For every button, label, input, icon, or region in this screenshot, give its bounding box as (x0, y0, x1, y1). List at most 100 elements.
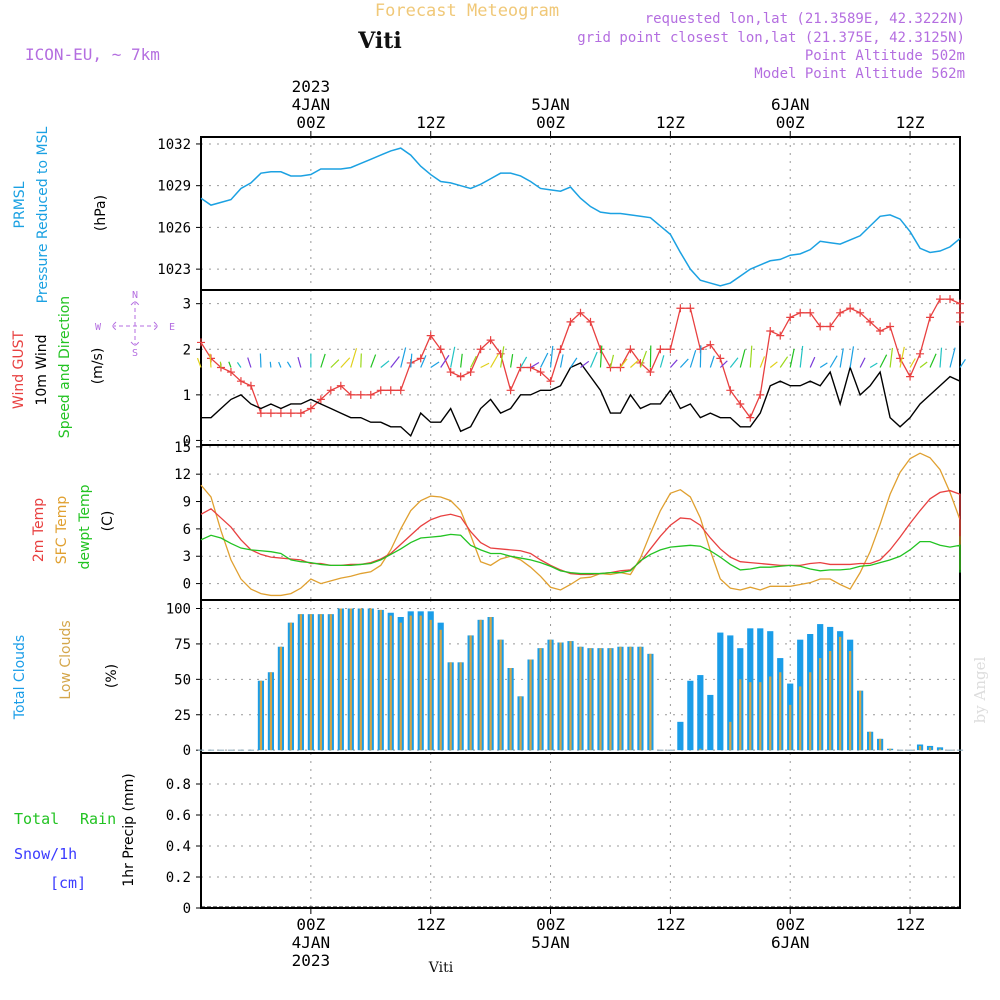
total-label: Total (14, 810, 59, 828)
wind-direction-arrow (297, 356, 302, 368)
sfc-temp-label: SFC Temp (54, 496, 70, 565)
low-cloud-bar (539, 648, 542, 751)
gust-marker (436, 345, 445, 354)
wind-direction-arrow (829, 355, 838, 368)
wind-direction-arrow (400, 347, 407, 368)
bottom-time-label: 4JAN (292, 933, 331, 952)
low-cloud-bar (449, 662, 452, 751)
y-tick-label: 100 (166, 602, 191, 618)
pressure-line (200, 147, 961, 287)
wind-direction-arrow (350, 348, 358, 368)
temp2m-line (200, 489, 961, 576)
bottom-time-label: 12Z (656, 915, 685, 934)
gust-marker (786, 313, 795, 322)
low-cloud-bar (739, 679, 742, 751)
gust-marker (486, 336, 495, 345)
low-cloud-bar (329, 614, 332, 751)
low-cloud-bar (759, 682, 762, 751)
wind-direction-arrow (259, 353, 262, 368)
low-cloud-bar (699, 748, 702, 751)
gust-marker (936, 295, 945, 304)
wind-direction-arrow (789, 348, 795, 368)
panel-frame (200, 752, 961, 909)
cloud-labels: Total Clouds Low Clouds (%) (12, 620, 120, 720)
gust-marker (586, 317, 595, 326)
gust-marker (926, 313, 935, 322)
wind-direction-arrow (849, 346, 855, 368)
total-cloud-bar (727, 635, 734, 751)
gust-marker (736, 399, 745, 408)
wind-direction-arrow (340, 357, 351, 368)
gust-marker (426, 331, 435, 340)
wind-direction-arrow (769, 361, 778, 368)
cloud-unit: (%) (104, 664, 120, 688)
low-cloud-bar (339, 608, 342, 751)
total-clouds-label: Total Clouds (12, 635, 28, 720)
wind-direction-arrow (509, 354, 514, 368)
low-cloud-bar (359, 608, 362, 751)
wind-direction-arrow (470, 355, 477, 368)
top-time-label: 6JAN (771, 95, 810, 114)
gust-marker (396, 386, 405, 395)
gust-marker (226, 368, 235, 377)
gust-marker (896, 354, 905, 363)
requested-coords: requested lon,lat (21.3589E, 42.3222N) (645, 11, 965, 27)
wind-speed-line (201, 362, 961, 438)
gust-marker (236, 377, 245, 386)
wind-direction-arrow (269, 361, 272, 368)
prmsl-label: PRMSL (12, 181, 28, 228)
footer-station: Viti (428, 960, 454, 976)
low-cloud-bar (579, 646, 582, 751)
gust-marker (806, 308, 815, 317)
watermark: by Angel (971, 656, 989, 723)
wind-direction-arrow (749, 345, 753, 368)
wind-direction-arrow (729, 357, 739, 368)
gust-marker (706, 340, 715, 349)
wind-direction-arrow (500, 346, 505, 368)
gust-marker (596, 345, 605, 354)
gust-marker (716, 354, 725, 363)
y-tick-label: 1026 (157, 220, 191, 236)
gust-marker (476, 345, 485, 354)
low-cloud-bar (918, 745, 922, 751)
low-cloud-bar (619, 646, 622, 751)
wind-direction-arrow (589, 351, 598, 368)
gust-marker (636, 358, 645, 367)
gust-marker (326, 386, 335, 395)
wind-direction-arrow (809, 356, 816, 368)
low-cloud-bar (869, 731, 872, 751)
gust-marker (856, 308, 865, 317)
model-altitude: Model Point Altitude 562m (754, 66, 965, 82)
gust-marker (656, 345, 665, 354)
wind-direction-arrow (959, 358, 966, 368)
gust-marker (306, 404, 315, 413)
wind-unit: (m/s) (90, 348, 106, 385)
gust-marker (796, 308, 805, 317)
y-tick-label: 3 (183, 549, 191, 565)
chart-title: Forecast Meteogram (375, 1, 559, 21)
low-cloud-bar (469, 635, 472, 751)
pressure-labels: PRMSL Pressure Reduced to MSL (hPa) (12, 126, 109, 303)
wind-direction-arrow (286, 361, 292, 368)
wind-direction-arrow (839, 348, 844, 368)
temp-unit: (C) (100, 511, 116, 532)
low-cloud-bar (829, 651, 832, 751)
wind-direction-arrow (869, 362, 878, 369)
low-cloud-bar (289, 622, 292, 751)
wind-direction-arrow (549, 345, 554, 368)
gust-marker (316, 395, 325, 404)
y-tick-label: 0 (183, 743, 191, 759)
gust-marker (296, 409, 305, 418)
gust-marker (626, 345, 635, 354)
y-tick-label: 0.8 (166, 777, 191, 793)
wind-direction-arrow (689, 350, 697, 368)
low-cloud-bar (779, 672, 782, 751)
low-cloud-bar (809, 672, 812, 751)
wind-direction-arrow (420, 355, 427, 368)
low-cloud-bar (439, 629, 442, 751)
compass-rose: N W E S (95, 290, 175, 359)
compass-s: S (132, 348, 138, 359)
gust-marker (956, 317, 964, 326)
wind-direction-arrow (819, 362, 828, 369)
gust-marker (246, 381, 255, 390)
